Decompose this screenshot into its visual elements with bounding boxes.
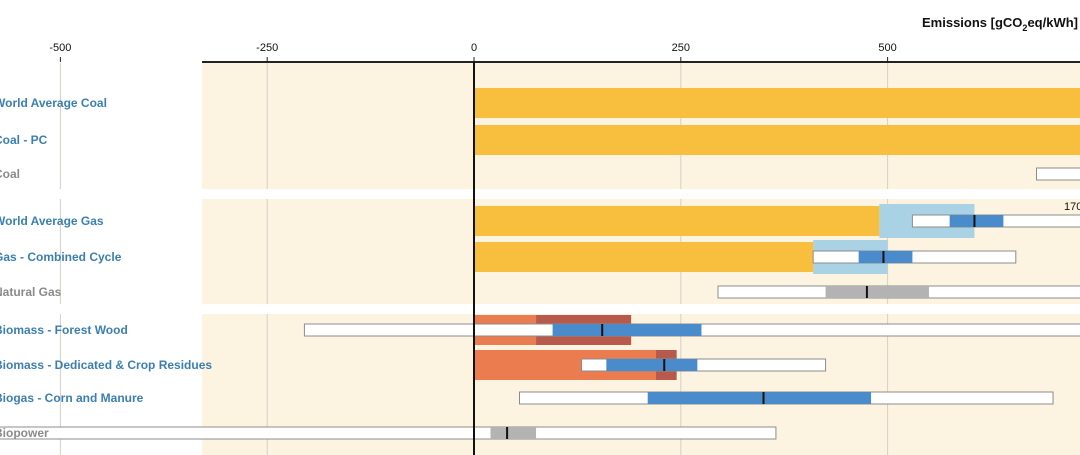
row-label: Coal - PC xyxy=(0,133,48,147)
row-label: Biogas - Corn and Manure xyxy=(0,391,144,405)
labels: World Average Coal Coal - PC Coal World Ave… xyxy=(0,96,1080,440)
range-box xyxy=(949,215,1004,227)
row-label: Biomass - Dedicated & Crop Residues xyxy=(0,358,212,372)
bars xyxy=(0,88,1080,440)
chart-title: Emissions [gCO2eq/kWh] xyxy=(922,15,1078,33)
row-label: Biomass - Forest Wood xyxy=(0,323,128,337)
range-box xyxy=(858,251,913,263)
direct-emissions-bar xyxy=(474,88,1080,118)
row-label: Gas - Combined Cycle xyxy=(0,250,122,264)
title-subscript: 2 xyxy=(1022,23,1027,33)
range-whisker xyxy=(812,250,1017,264)
tick-label: 250 xyxy=(672,42,690,54)
row-label: World Average Coal xyxy=(0,96,107,110)
range-box xyxy=(552,324,702,336)
range-whisker xyxy=(0,426,777,440)
row-label: Coal xyxy=(0,167,20,181)
annotation-label: 170 xyxy=(1064,201,1080,213)
range-box xyxy=(647,392,872,404)
direct-emissions-bar xyxy=(474,242,814,272)
direct-emissions-bar xyxy=(474,125,1080,155)
tick-label: -250 xyxy=(256,42,278,54)
direct-emissions-bar xyxy=(474,206,880,236)
title-part-3: eq/kWh] xyxy=(1027,15,1078,30)
title-part-1: Emissions [gCO xyxy=(922,15,1022,30)
range-box xyxy=(606,359,698,371)
row-label: Natural Gas xyxy=(0,285,62,299)
range-box xyxy=(490,427,537,439)
tick-label: 0 xyxy=(471,42,477,54)
axis: -500-250025050075010001250 xyxy=(49,42,1080,455)
range-box xyxy=(825,286,929,298)
row-label: World Average Gas xyxy=(0,214,104,228)
range-whisker xyxy=(1035,167,1080,181)
tick-label: -500 xyxy=(49,42,71,54)
row-label: Biopower xyxy=(0,426,49,440)
tick-label: 500 xyxy=(878,42,896,54)
